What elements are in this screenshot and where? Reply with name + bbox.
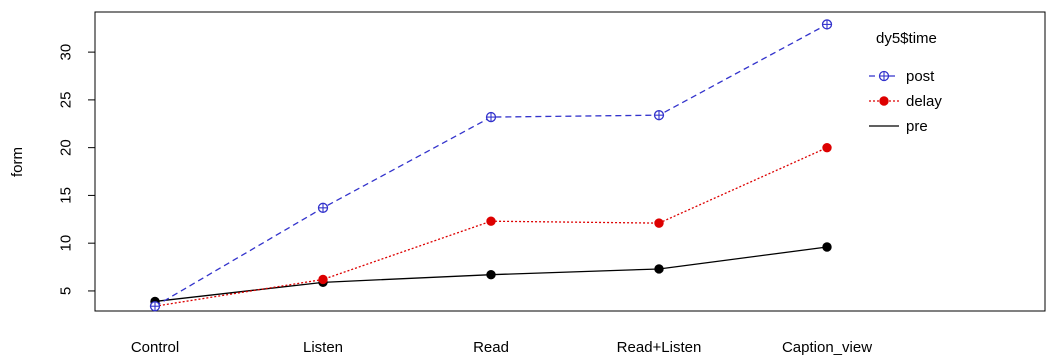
y-tick-label: 10 [57,235,74,252]
plot-frame [94,11,1046,312]
data-point-pre [654,264,664,274]
legend-marker-delay [879,96,889,106]
x-tick-label: Control [131,339,179,356]
y-tick-label: 20 [57,139,74,156]
x-axis-labels: Control Listen Read Read+Listen Caption_view [131,339,872,356]
legend-label-delay: delay [906,93,942,110]
series-layer [149,19,833,312]
data-point-delay [318,274,328,285]
y-tick-label: 5 [57,287,74,295]
data-point-post [149,301,161,312]
x-tick-label: Caption_view [782,339,872,356]
data-point-post [317,202,329,213]
data-point-delay [822,142,832,153]
legend-title: dy5$time [876,30,937,47]
y-axis-title: form [9,147,26,177]
series-pre [150,242,832,307]
data-point-post [821,19,833,30]
legend-entry-post: post [869,68,935,85]
data-point-delay [486,216,496,226]
data-point-post [485,111,497,123]
x-tick-label: Listen [303,339,343,356]
x-tick-label: Read [473,339,509,356]
series-line-delay [154,147,828,307]
legend-entry-delay: delay [869,93,942,110]
series-post [149,19,833,312]
x-tick-label: Read+Listen [617,339,702,356]
legend-label-pre: pre [906,118,928,135]
data-point-delay [654,218,664,228]
legend-marker-post [878,70,890,82]
y-tick-label: 15 [57,187,74,204]
legend-entry-pre: pre [869,118,928,135]
y-tick-label: 25 [57,92,74,109]
legend-label-post: post [906,68,935,85]
legend: dy5$time post delay pre [869,30,942,135]
data-point-pre [822,242,832,252]
y-tick-label: 30 [57,44,74,61]
y-axis: 5 10 15 20 25 30 [57,44,96,295]
data-point-pre [486,269,496,280]
series-delay [150,142,832,311]
series-line-post [154,23,828,307]
data-point-post [653,110,665,121]
